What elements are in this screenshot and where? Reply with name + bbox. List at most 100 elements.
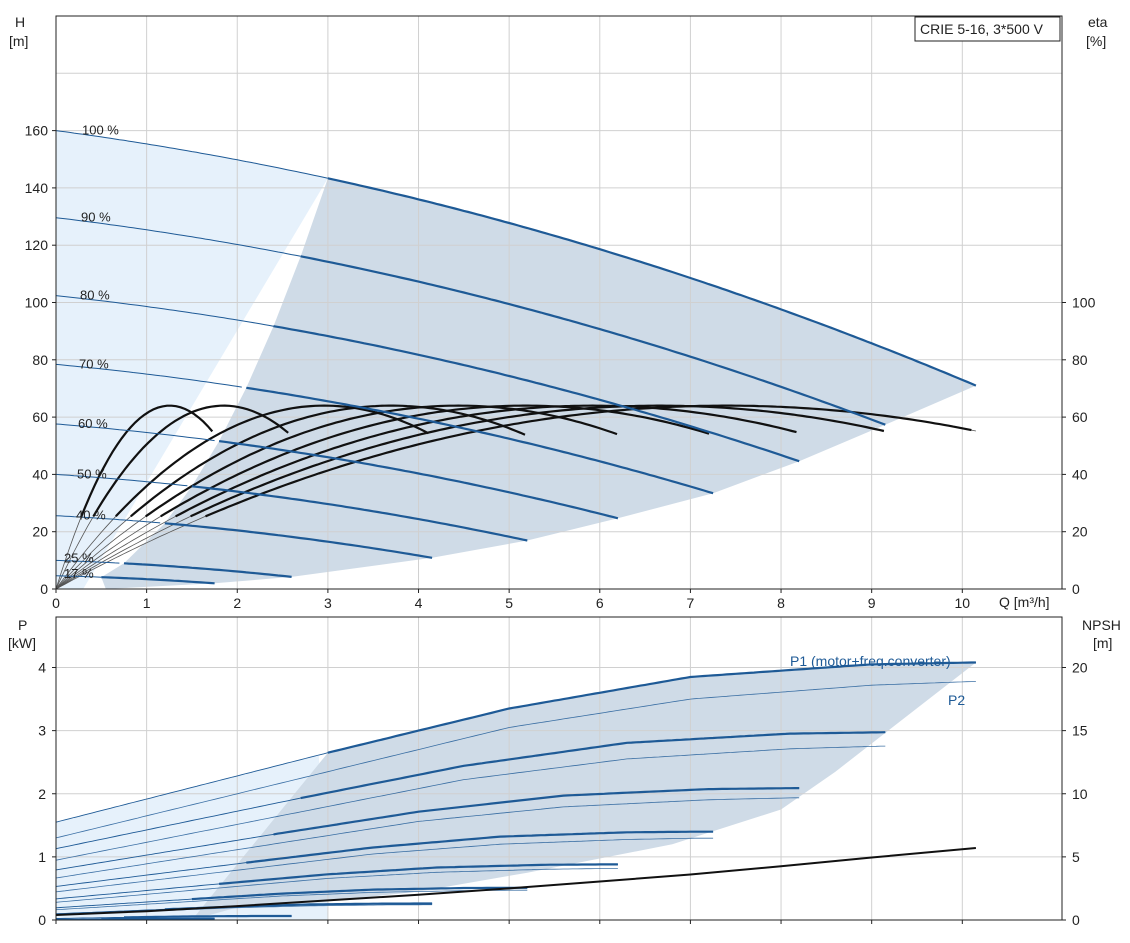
head-curve xyxy=(101,576,215,585)
power-frame xyxy=(55,616,1063,921)
head-curve-thin xyxy=(55,423,215,442)
p1-curve xyxy=(101,917,215,921)
head-tick-label: 0 xyxy=(40,581,48,597)
eta-tick-label: 60 xyxy=(1072,409,1088,425)
power-axis-unit: [kW] xyxy=(8,635,36,651)
model-label-box xyxy=(914,16,1061,42)
head-tick-label: 20 xyxy=(32,524,48,540)
head-curve-thin xyxy=(55,473,188,487)
p1-curve xyxy=(273,787,800,836)
head-curve-thin xyxy=(55,130,329,179)
eta-tick-label: 100 xyxy=(1072,295,1096,311)
flow-tick-label: 0 xyxy=(52,595,60,611)
power-npsh-panel: 0 1 2 3 4 0 5 10 15 20 xyxy=(38,616,1088,928)
speed-label: 100 % xyxy=(82,123,119,138)
eta-tick-label: 20 xyxy=(1072,524,1088,540)
head-curve xyxy=(191,485,528,542)
power-tick-label: 2 xyxy=(38,786,46,802)
npsh-tick-label: 0 xyxy=(1072,912,1080,928)
head-tick-label: 160 xyxy=(25,123,49,139)
power-tick-label: 1 xyxy=(38,849,46,865)
p1-curve xyxy=(300,731,886,800)
npsh-curve xyxy=(55,847,976,916)
flow-tick-label: 3 xyxy=(324,595,332,611)
flow-tick-label: 4 xyxy=(415,595,423,611)
head-curve xyxy=(273,325,800,463)
flow-tick-label: 5 xyxy=(505,595,513,611)
power-region-operating xyxy=(191,662,976,920)
head-tick-label: 40 xyxy=(32,466,48,482)
power-axis-label: P xyxy=(18,617,27,633)
head-curve-thin xyxy=(55,575,102,578)
p1-curve xyxy=(123,914,292,919)
head-curve xyxy=(164,522,433,559)
flow-tick-label: 6 xyxy=(596,595,604,611)
head-tick-label: 140 xyxy=(25,180,49,196)
head-curve-thin xyxy=(55,217,301,257)
p2-curve xyxy=(55,797,800,879)
head-tick-label: 100 xyxy=(25,295,49,311)
head-curve-thin xyxy=(55,363,242,388)
head-curve xyxy=(218,440,619,520)
speed-label: 70 % xyxy=(79,356,109,371)
p1-curve xyxy=(219,863,618,885)
flow-tick-label: 7 xyxy=(687,595,695,611)
power-tick-label: 4 xyxy=(38,660,46,676)
flow-tick-label: 1 xyxy=(143,595,151,611)
p1-curve xyxy=(246,830,714,864)
efficiency-curve xyxy=(145,404,618,518)
npsh-tick-label: 20 xyxy=(1072,660,1088,676)
power-tick-label: 3 xyxy=(38,723,46,739)
speed-label: 60 % xyxy=(78,416,108,431)
head-curve xyxy=(300,255,886,426)
head-axis-label: H xyxy=(15,14,25,30)
power-tick-label: 0 xyxy=(38,912,46,928)
head-tick-label: 80 xyxy=(32,352,48,368)
efficiency-curve xyxy=(175,404,797,518)
efficiency-curve xyxy=(160,404,710,518)
npsh-tick-label: 10 xyxy=(1072,786,1088,802)
p2-curve xyxy=(55,868,618,903)
eta-tick-label: 80 xyxy=(1072,352,1088,368)
efficiency-curve xyxy=(130,404,526,518)
model-label: CRIE 5-16, 3*500 V xyxy=(920,21,1044,37)
flow-tick-label: 8 xyxy=(777,595,785,611)
head-curve xyxy=(327,177,977,387)
head-curve xyxy=(123,562,292,578)
p2-curve xyxy=(55,745,886,861)
speed-label: 90 % xyxy=(81,210,111,225)
speed-label: 17 % xyxy=(64,566,94,581)
head-curve-thin xyxy=(55,295,274,327)
eta-tick-label: 0 xyxy=(1072,581,1080,597)
p2-curve xyxy=(55,681,976,839)
eta-axis-label: eta xyxy=(1088,14,1108,30)
p1-curve xyxy=(191,886,528,901)
p1-curve xyxy=(327,661,976,754)
npsh-axis-label: NPSH xyxy=(1082,617,1121,633)
p2-curve xyxy=(55,889,528,911)
flow-axis-label: Q [m³/h] xyxy=(999,594,1050,610)
efficiency-curve xyxy=(115,404,430,518)
flow-tick-label: 9 xyxy=(868,595,876,611)
speed-label: 40 % xyxy=(76,508,106,523)
head-curve xyxy=(246,386,714,495)
head-curve-thin xyxy=(55,515,161,524)
speed-label: 50 % xyxy=(77,466,107,481)
eta-tick-label: 40 xyxy=(1072,466,1088,482)
npsh-axis-unit: [m] xyxy=(1093,635,1112,651)
eta-axis-unit: [%] xyxy=(1086,33,1106,49)
head-tick-label: 60 xyxy=(32,409,48,425)
flow-tick-label: 2 xyxy=(233,595,241,611)
head-tick-label: 120 xyxy=(25,237,49,253)
p2-curve-label: P2 xyxy=(948,692,965,708)
head-axis-unit: [m] xyxy=(9,33,28,49)
head-curve-thin xyxy=(55,559,120,564)
speed-label: 25 % xyxy=(64,550,94,565)
efficiency-curve xyxy=(79,404,214,518)
p2-curve xyxy=(55,837,714,893)
npsh-tick-label: 15 xyxy=(1072,723,1088,739)
p1-curve-label: P1 (motor+freq.converter) xyxy=(790,653,951,669)
head-efficiency-panel: 100 %90 %80 %70 %60 %50 %40 %25 %17 %020… xyxy=(25,15,1096,611)
